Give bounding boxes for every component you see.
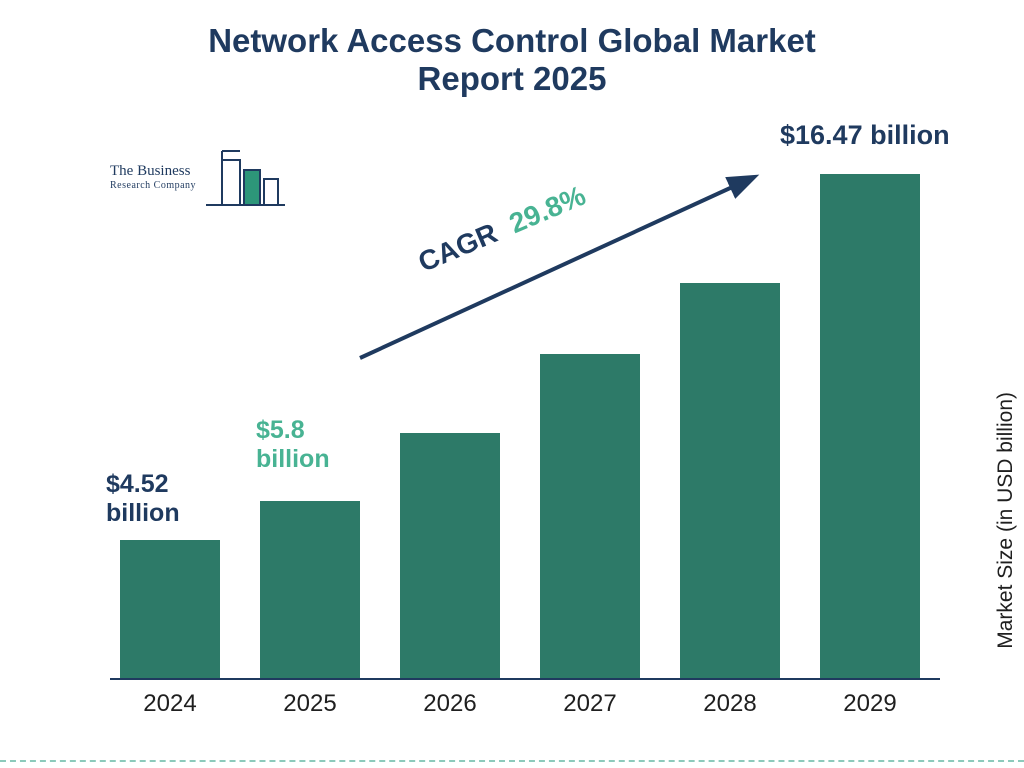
x-label-2027: 2027 (540, 690, 640, 718)
x-label-2025: 2025 (260, 690, 360, 718)
value-label-0: $4.52billion (106, 470, 180, 528)
x-label-2029: 2029 (820, 690, 920, 718)
x-label-2026: 2026 (400, 690, 500, 718)
bar-2029 (820, 174, 920, 678)
value-label-1: $5.8billion (256, 416, 330, 474)
plot-area (110, 160, 940, 680)
value-label-2: $16.47 billion (780, 120, 950, 151)
bar-2027 (540, 354, 640, 678)
bar-2028 (680, 283, 780, 678)
x-label-2028: 2028 (680, 690, 780, 718)
chart-container: Network Access Control Global Market Rep… (0, 0, 1024, 768)
title-line-2: Report 2025 (418, 60, 607, 97)
bar-2025 (260, 501, 360, 678)
chart-title: Network Access Control Global Market Rep… (0, 22, 1024, 98)
x-axis-baseline (110, 678, 940, 680)
y-axis-label: Market Size (in USD billion) (994, 392, 1018, 649)
bar-2026 (400, 433, 500, 678)
x-label-2024: 2024 (120, 690, 220, 718)
footer-dashed-line (0, 760, 1024, 762)
title-line-1: Network Access Control Global Market (208, 22, 816, 59)
bar-2024 (120, 540, 220, 678)
